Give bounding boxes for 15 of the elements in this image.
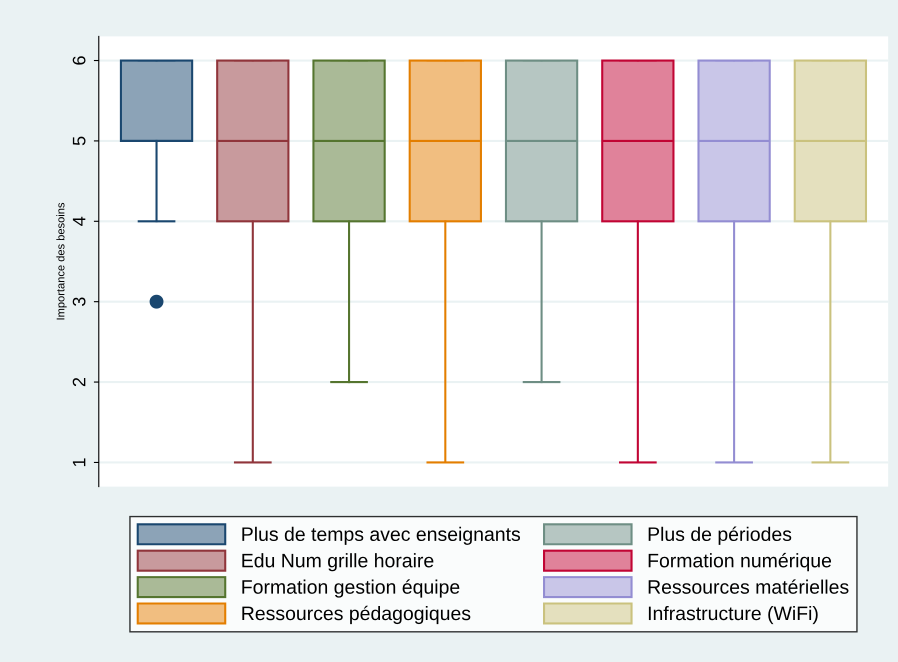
- y-tick-label: 6: [72, 56, 86, 65]
- legend-label: Plus de périodes: [648, 526, 792, 545]
- y-tick-label: 5: [72, 136, 86, 146]
- y-tick-label: 4: [72, 216, 86, 226]
- y-tick-label: 3: [72, 297, 86, 306]
- legend-label: Ressources pédagogiques: [242, 606, 470, 624]
- legend-label: Formation numérique: [648, 552, 832, 572]
- y-tick-label: 2: [72, 378, 86, 386]
- y-axis-title: Importance des besoins: [56, 202, 67, 320]
- legend-label: Infrastructure (WiFi): [648, 606, 818, 624]
- legend-label: Ressources matérielles: [648, 579, 848, 594]
- legend-label: Plus de temps avec enseignants: [242, 526, 520, 545]
- legend-label: Formation gestion équipe: [242, 579, 460, 598]
- legend-label: Edu Num grille horaire: [242, 553, 434, 572]
- y-tick-label: 1: [72, 458, 86, 466]
